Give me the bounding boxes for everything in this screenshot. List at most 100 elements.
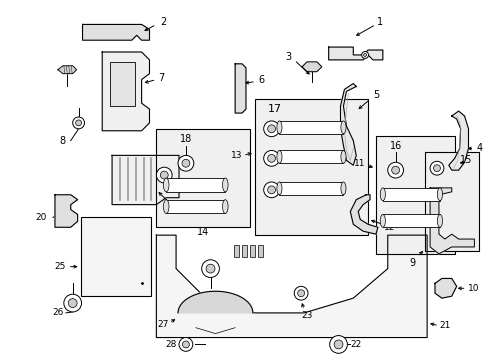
- Text: 16: 16: [389, 140, 401, 150]
- Text: 12: 12: [383, 223, 395, 232]
- Bar: [375, 136, 454, 254]
- Bar: [279, 182, 343, 195]
- Circle shape: [73, 117, 84, 129]
- Text: 25: 25: [54, 262, 65, 271]
- Polygon shape: [102, 52, 149, 131]
- Ellipse shape: [340, 182, 346, 195]
- Text: 5: 5: [372, 90, 378, 100]
- Circle shape: [205, 264, 215, 273]
- Polygon shape: [82, 24, 149, 40]
- Polygon shape: [349, 195, 377, 234]
- Circle shape: [160, 171, 168, 179]
- Ellipse shape: [380, 215, 385, 227]
- Text: 8: 8: [60, 136, 66, 145]
- Text: 9: 9: [408, 258, 415, 268]
- Bar: [166, 200, 225, 213]
- Text: 28: 28: [165, 340, 177, 349]
- Text: 22: 22: [350, 340, 361, 349]
- Bar: [382, 215, 439, 227]
- Circle shape: [263, 150, 279, 166]
- Bar: [156, 129, 249, 227]
- Bar: [257, 245, 262, 257]
- Circle shape: [433, 165, 440, 172]
- Circle shape: [391, 166, 399, 174]
- Circle shape: [294, 286, 307, 300]
- Circle shape: [201, 260, 219, 278]
- Bar: [254, 99, 367, 235]
- Polygon shape: [302, 62, 321, 72]
- Circle shape: [297, 290, 304, 297]
- Polygon shape: [235, 64, 245, 113]
- Polygon shape: [178, 291, 252, 313]
- Text: 24: 24: [204, 294, 216, 303]
- Polygon shape: [448, 111, 468, 170]
- Text: 17: 17: [267, 104, 281, 114]
- Polygon shape: [434, 278, 456, 298]
- Polygon shape: [55, 195, 78, 227]
- Polygon shape: [112, 156, 179, 204]
- Polygon shape: [156, 235, 426, 338]
- Bar: [249, 245, 254, 257]
- Circle shape: [182, 159, 189, 167]
- Text: 4: 4: [475, 144, 481, 153]
- Ellipse shape: [276, 182, 282, 195]
- Circle shape: [429, 161, 443, 175]
- Text: 1: 1: [376, 18, 382, 27]
- Text: 3: 3: [285, 52, 291, 62]
- Circle shape: [387, 162, 403, 178]
- Text: 11: 11: [354, 159, 365, 168]
- Ellipse shape: [436, 215, 442, 227]
- Circle shape: [156, 167, 172, 183]
- Text: 23: 23: [301, 311, 312, 320]
- Polygon shape: [58, 66, 77, 74]
- Text: 14: 14: [196, 227, 208, 237]
- Bar: [424, 152, 478, 251]
- Circle shape: [263, 121, 279, 137]
- Circle shape: [329, 336, 346, 353]
- Bar: [279, 121, 343, 134]
- Bar: [382, 188, 439, 201]
- Bar: [110, 62, 135, 106]
- Text: 18: 18: [180, 134, 192, 144]
- Text: 13: 13: [231, 151, 243, 160]
- Circle shape: [76, 120, 81, 126]
- Text: 6: 6: [258, 75, 264, 85]
- Ellipse shape: [380, 188, 385, 201]
- Circle shape: [263, 182, 279, 198]
- Ellipse shape: [163, 178, 169, 192]
- Text: 27: 27: [157, 320, 169, 329]
- Circle shape: [363, 54, 366, 57]
- Circle shape: [68, 299, 77, 307]
- Circle shape: [179, 338, 192, 351]
- Ellipse shape: [222, 178, 227, 192]
- Circle shape: [361, 51, 368, 58]
- Bar: [279, 150, 343, 163]
- Ellipse shape: [340, 121, 346, 134]
- Text: 20: 20: [36, 213, 47, 222]
- Polygon shape: [340, 84, 356, 165]
- Bar: [242, 245, 246, 257]
- Ellipse shape: [276, 121, 282, 134]
- Circle shape: [333, 340, 342, 349]
- Ellipse shape: [222, 200, 227, 213]
- Polygon shape: [429, 188, 473, 254]
- Text: 21: 21: [438, 321, 449, 330]
- Bar: [81, 217, 151, 296]
- Text: 2: 2: [160, 18, 166, 27]
- Text: 10: 10: [467, 284, 478, 293]
- Circle shape: [267, 186, 275, 194]
- Text: 19: 19: [170, 205, 182, 214]
- Circle shape: [267, 154, 275, 162]
- Circle shape: [64, 294, 81, 312]
- Text: 15: 15: [459, 155, 472, 165]
- Ellipse shape: [340, 150, 346, 163]
- Ellipse shape: [163, 200, 169, 213]
- Text: 26: 26: [52, 309, 63, 318]
- Polygon shape: [328, 47, 382, 60]
- Bar: [166, 178, 225, 192]
- Ellipse shape: [436, 188, 442, 201]
- Text: 7: 7: [158, 73, 164, 82]
- Circle shape: [178, 156, 193, 171]
- Circle shape: [182, 341, 189, 348]
- Bar: [234, 245, 239, 257]
